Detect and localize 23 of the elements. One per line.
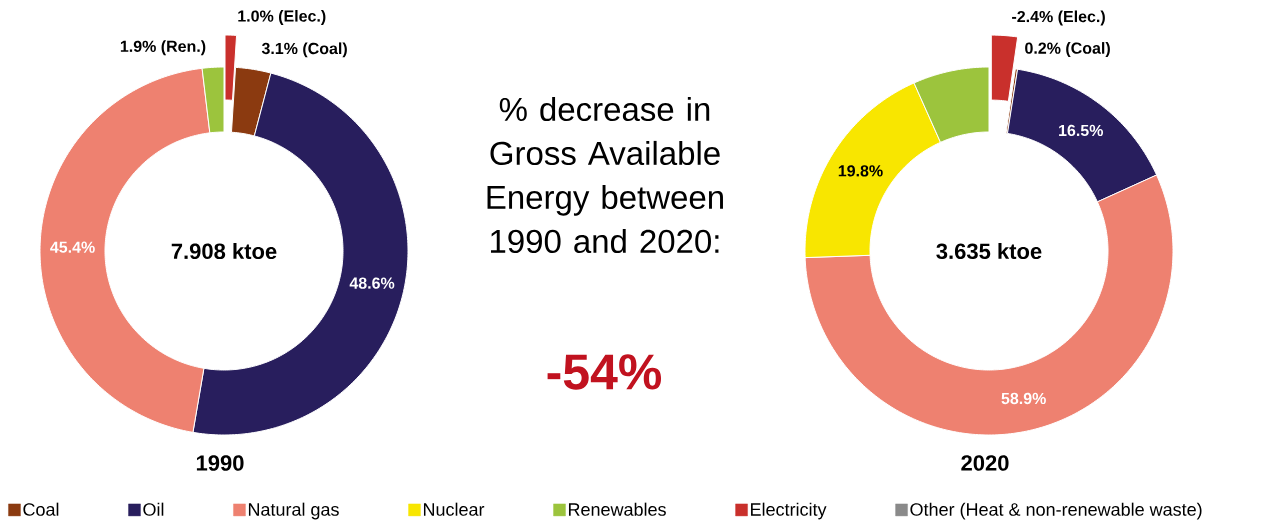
text: -54% xyxy=(547,354,662,390)
data-label: 48.6% xyxy=(349,277,395,289)
data-label: 58.9% xyxy=(1001,392,1046,405)
legend-label: Nuclear xyxy=(423,502,485,516)
legend-label: Electricity xyxy=(751,502,827,520)
legend-label: Natural gas xyxy=(248,502,339,520)
legend-label: Other (Heat & non-renewable waste) xyxy=(910,502,1202,520)
text: % decrease in Gross Available Energy between 1990 and 2020: xyxy=(487,96,723,254)
data-label: 3.1% (Coal) xyxy=(261,42,347,58)
data-label: 45.4% xyxy=(50,241,95,253)
data-label: 16.5% xyxy=(1059,124,1104,137)
legend-label: Coal xyxy=(23,502,59,516)
legend-label: Oil xyxy=(143,502,164,516)
data-label: 1.0% (Elec.) xyxy=(238,10,326,25)
slice-label: 1990 xyxy=(196,455,244,471)
legend-label: Renewables xyxy=(568,502,666,516)
text: 7.908 ktoe xyxy=(171,242,277,260)
slice-label: 2020 xyxy=(961,455,1009,471)
data-label: 1.9% (Ren.) xyxy=(120,40,206,56)
data-label: 19.8% xyxy=(838,165,883,177)
text: 3.635 ktoe xyxy=(936,242,1042,260)
data-label: 0.2% (Coal) xyxy=(1025,42,1110,58)
text: -2.4% (Elec.) xyxy=(1012,10,1105,26)
